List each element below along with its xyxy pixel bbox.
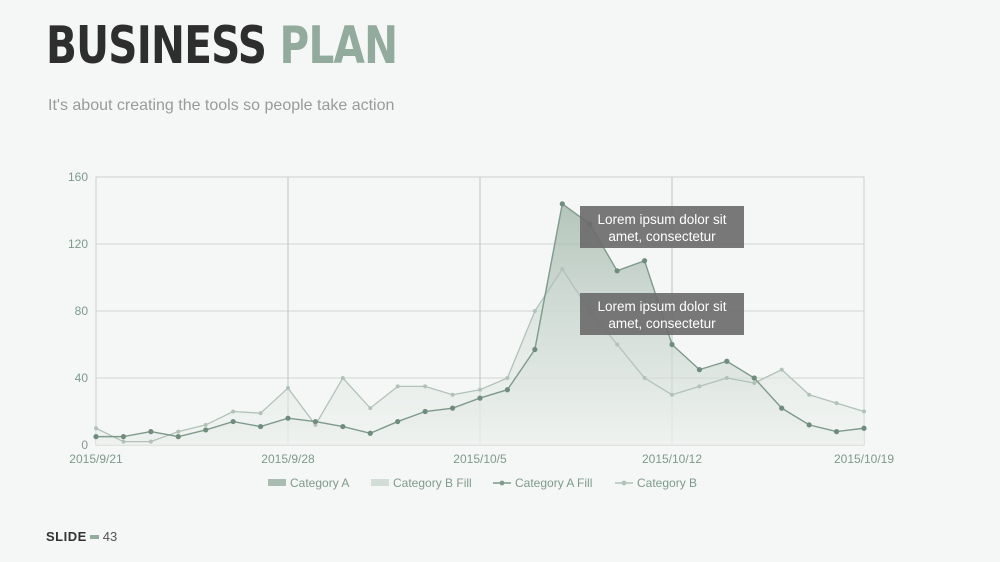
y-tick-label: 160 (68, 170, 88, 184)
y-tick-label: 120 (68, 237, 88, 251)
point-category-b (231, 409, 236, 414)
page-title: BUSINESS PLAN (46, 16, 399, 76)
point-category-a-fill (148, 429, 154, 435)
point-category-a-fill (175, 434, 181, 440)
point-category-a-fill (806, 422, 812, 428)
area-category-b-fill (96, 269, 864, 445)
x-tick-label: 2015/9/21 (69, 452, 123, 466)
point-category-a-fill (614, 268, 620, 274)
point-category-a-fill (833, 429, 840, 435)
point-category-b (615, 342, 620, 347)
point-category-b (148, 439, 153, 444)
point-category-b (368, 406, 373, 411)
point-category-a-fill (477, 395, 483, 401)
point-category-b (395, 384, 400, 389)
point-category-a-fill (641, 258, 648, 264)
point-category-a-fill (532, 346, 538, 353)
point-category-b (642, 376, 647, 380)
point-category-b (450, 392, 455, 397)
point-category-a-fill (696, 367, 703, 373)
point-category-a-fill (449, 405, 456, 411)
point-category-b (258, 411, 263, 416)
point-category-b (779, 367, 784, 372)
x-tick-label: 2015/10/12 (642, 452, 702, 466)
slide-accent-bar (89, 534, 99, 539)
point-category-b (807, 392, 812, 397)
chart-lines (93, 201, 867, 444)
point-category-b (862, 409, 866, 414)
point-category-b (560, 267, 565, 272)
point-category-a-fill (230, 418, 236, 425)
callout-text-line1: Lorem ipsum dolor sit (597, 212, 726, 227)
area-category-a (96, 203, 864, 445)
point-category-a-fill (395, 418, 401, 425)
title-word-business: BUSINESS (46, 16, 267, 76)
point-category-a-fill (285, 415, 291, 421)
point-category-a-fill (312, 418, 319, 425)
callout-text-line1: Lorem ipsum dolor sit (597, 299, 726, 314)
point-category-a-fill (504, 387, 511, 393)
legend-label: Category A (290, 476, 349, 490)
callout-text-line2: amet, consectetur (608, 229, 716, 244)
point-category-a-fill (861, 425, 867, 431)
page-subtitle: It's about creating the tools so people … (48, 97, 395, 114)
point-category-b (423, 384, 428, 389)
point-category-a-fill (120, 434, 127, 440)
slide-footer: SLIDE 43 (46, 529, 117, 544)
point-category-a-fill (367, 430, 373, 436)
legend-swatch (268, 479, 286, 486)
chart-axes: 0 40 80 120 160 2015/9/21 2015/9/28 2015/10/5 20… (68, 170, 894, 466)
point-category-b (121, 439, 126, 444)
point-category-b (532, 309, 537, 313)
point-category-b (724, 376, 729, 380)
x-tick-label: 2015/9/28 (261, 452, 315, 466)
legend-swatch-marker (499, 480, 505, 486)
point-category-b (478, 387, 482, 392)
legend-swatch-marker (621, 480, 627, 486)
y-tick-label: 40 (75, 371, 89, 385)
legend-label: Category A Fill (515, 476, 592, 490)
point-category-a-fill (559, 201, 565, 207)
chart-areas (96, 203, 864, 445)
slide-label: SLIDE (46, 529, 87, 544)
legend-label: Category B Fill (393, 476, 472, 490)
y-tick-label: 0 (81, 438, 88, 452)
slide-number: 43 (102, 529, 118, 544)
x-tick-label: 2015/10/5 (453, 452, 507, 466)
legend-swatch (371, 479, 389, 486)
chart-legend: Category A Category B Fill Category A Fill… (268, 476, 697, 490)
point-category-a-fill (779, 405, 785, 411)
callout-box (580, 206, 744, 248)
point-category-b (670, 392, 674, 397)
point-category-a-fill (257, 423, 264, 430)
point-category-b (176, 429, 181, 434)
point-category-b (203, 422, 208, 427)
point-category-b (340, 376, 345, 380)
point-category-a-fill (93, 434, 99, 440)
y-tick-label: 80 (75, 304, 89, 318)
x-tick-label: 2015/10/19 (834, 452, 894, 466)
point-category-a-fill (203, 427, 209, 433)
point-category-b (752, 381, 757, 386)
legend-label: Category B (637, 476, 697, 490)
point-category-a-fill (422, 408, 428, 415)
chart-callouts: Lorem ipsum dolor sit amet, consectetur Lo… (580, 206, 744, 335)
point-category-b (94, 426, 98, 431)
point-category-b (834, 401, 839, 406)
point-category-b (505, 376, 510, 380)
point-category-a-fill (340, 423, 346, 430)
point-category-b (286, 386, 290, 391)
point-category-a-fill (751, 375, 757, 381)
callout-box (580, 293, 744, 335)
point-category-b (697, 384, 702, 389)
point-category-a-fill (724, 358, 730, 364)
callout-text-line2: amet, consectetur (608, 316, 716, 331)
title-word-plan: PLAN (279, 16, 399, 76)
point-category-a-fill (669, 341, 675, 348)
